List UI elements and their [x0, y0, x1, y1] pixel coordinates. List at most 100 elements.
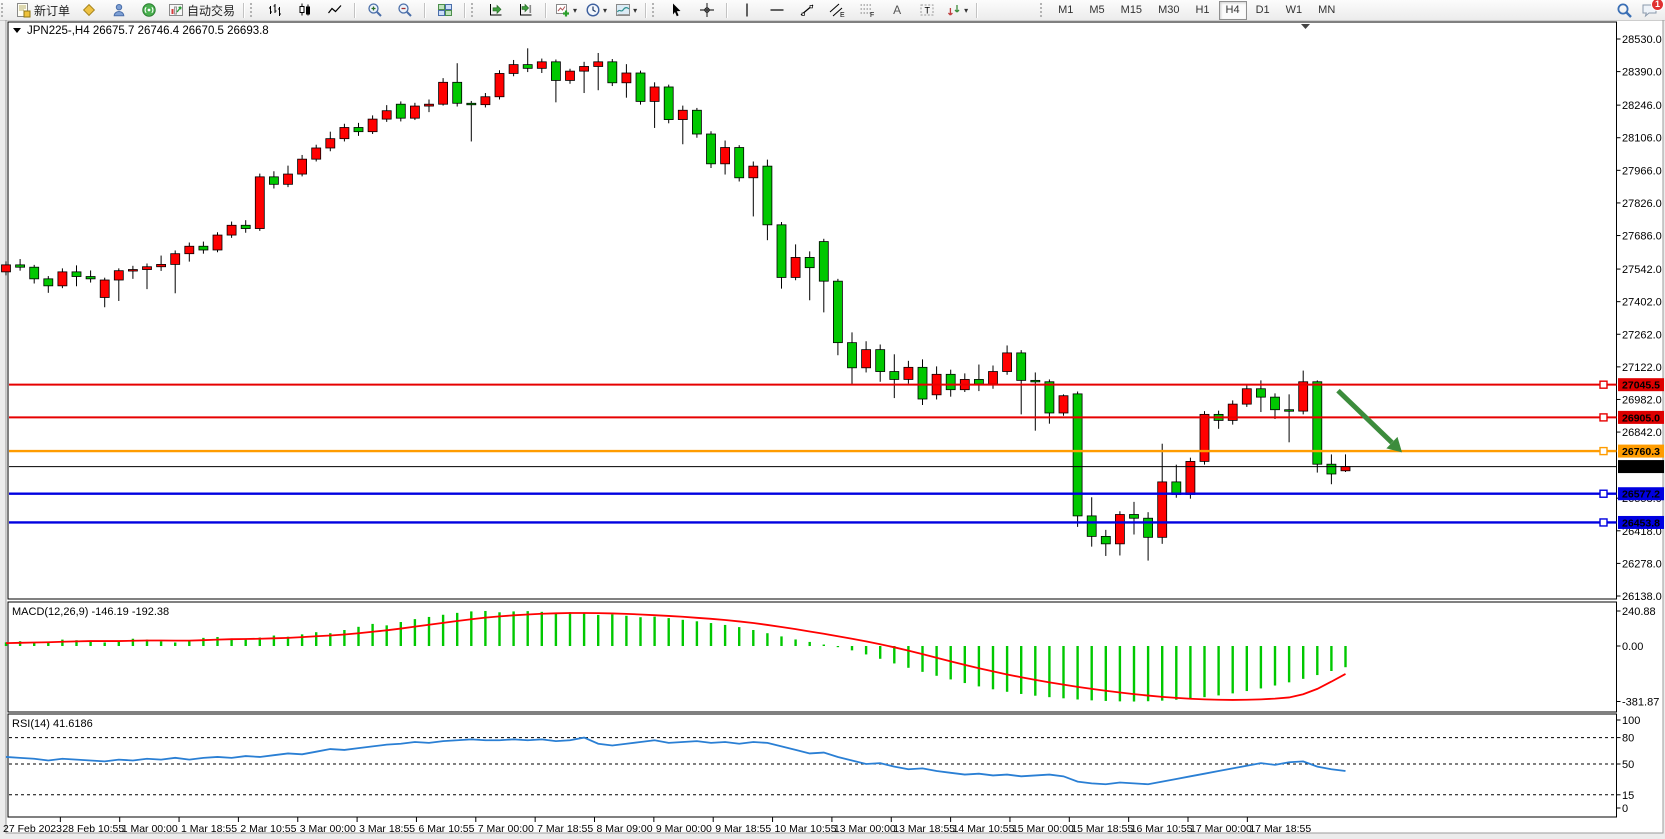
community-button[interactable] [75, 0, 103, 20]
chart-shift-button[interactable] [512, 0, 540, 20]
bull-candle-body [409, 105, 420, 119]
gold-diamond-icon [82, 3, 96, 17]
search-icon[interactable] [1616, 2, 1633, 19]
bull-candle-body [1227, 403, 1238, 421]
bull-candle-body [1340, 466, 1351, 472]
trend-arrow-annotation[interactable] [1336, 388, 1394, 445]
symbol-dropdown-icon[interactable] [13, 28, 21, 33]
chart-title: JPN225-,H4 26675.7 26746.4 26670.5 26693… [13, 25, 269, 37]
chart-canvas[interactable]: 28530.0 28390.0 28246.0 28106.0 27966.0 27826… [0, 20, 1665, 839]
time-tick-label: 9 Mar 00:00 [656, 823, 712, 835]
timeframe-toolbar: M1 M5 M15 M30 H1 H4 D1 W1 MN [1050, 0, 1343, 20]
time-tick-label: 28 Feb 10:55 [62, 823, 124, 835]
dropdown-caret[interactable]: ▾ [964, 5, 969, 15]
autoscroll-button[interactable] [482, 0, 510, 20]
toolbar-drag-handle[interactable] [1, 3, 8, 17]
cursor-button[interactable] [663, 0, 691, 20]
notifications-button[interactable]: 1 [1641, 0, 1664, 18]
bull-candle-body [297, 158, 308, 175]
bar-chart-button[interactable] [261, 0, 289, 20]
timeframe-button-m5[interactable]: M5 [1089, 4, 1105, 16]
price-line-badge [1618, 515, 1664, 529]
timeframe-button-m1[interactable]: M1 [1058, 4, 1074, 16]
toolbar-drag-handle[interactable] [250, 3, 257, 17]
time-tick-label: 16 Mar 10:55 [1131, 823, 1193, 835]
timeframe-button-m15[interactable]: M15 [1120, 4, 1143, 16]
fibonacci-tool[interactable]: F [853, 0, 881, 20]
rsi-axis-label: 0 [1622, 803, 1628, 815]
price-tick-label: 28106.0 [1622, 133, 1662, 145]
dropdown-caret[interactable]: ▾ [633, 5, 638, 15]
crosshair-button[interactable] [693, 0, 721, 20]
price-axis[interactable]: 28530.0 28390.0 28246.0 28106.0 27966.0 27826… [1616, 34, 1662, 603]
candlestick-chart-button[interactable] [291, 0, 319, 20]
bear-candle-body [734, 147, 745, 179]
trendline-tool[interactable] [793, 0, 821, 20]
bull-candle-body [861, 349, 871, 369]
indicators-button[interactable]: ▾ [552, 0, 580, 20]
dropdown-caret[interactable]: ▾ [573, 5, 578, 15]
toolbar-drag-handle[interactable] [471, 3, 478, 17]
dropdown-caret[interactable]: ▾ [603, 5, 608, 15]
broadcast-icon [142, 3, 156, 17]
bear-candle-body [607, 61, 618, 84]
bull-candle-body [790, 257, 801, 278]
notification-count-badge: 1 [1651, 0, 1664, 11]
price-line-badge-label: 26693.8 [1622, 462, 1660, 474]
timeframe-button-w1[interactable]: W1 [1285, 4, 1303, 16]
vertical-line-tool[interactable] [733, 0, 761, 20]
zoom-in-button[interactable] [361, 0, 389, 20]
hline-drag-handle[interactable] [1599, 446, 1608, 456]
bull-candle-body [438, 81, 449, 105]
macd-axis-label: -381.87 [1622, 697, 1659, 709]
text-label-tool[interactable]: T [913, 0, 941, 20]
hline-drag-handle[interactable] [1599, 489, 1608, 498]
line-chart-icon [328, 5, 342, 14]
timeframe-button-mn[interactable]: MN [1318, 4, 1336, 16]
timeframe-button-m30[interactable]: M30 [1158, 4, 1180, 16]
templates-icon [616, 4, 631, 16]
templates-button[interactable]: ▾ [612, 0, 640, 20]
timeframe-button-d1[interactable]: D1 [1255, 4, 1270, 16]
chart-title-text: JPN225-,H4 26675.7 26746.4 26670.5 26693… [27, 25, 269, 37]
line-chart-button[interactable] [321, 0, 349, 20]
main-price-pane[interactable] [7, 21, 1617, 600]
toolbar-drag-handle[interactable] [1040, 3, 1047, 17]
bull-candle-body [720, 147, 730, 165]
bear-candle-body [917, 366, 928, 400]
periods-button[interactable]: ▾ [582, 0, 610, 20]
bear-candle-body [1284, 409, 1294, 412]
broadcast-button[interactable] [135, 0, 163, 20]
bear-candle-body [240, 224, 251, 229]
macd-indicator: 240.88 0.00 -381.87 MACD(12,26,9) -146.19 -… [4, 606, 1659, 709]
price-tick-label: 28530.0 [1622, 34, 1662, 46]
profile-button[interactable] [105, 0, 133, 20]
hline-drag-handle[interactable] [1599, 518, 1608, 527]
macd-pane[interactable] [7, 601, 1617, 713]
timeframe-button-h1[interactable]: H1 [1195, 4, 1210, 16]
main-toolbar: 新订单 [0, 0, 1665, 21]
hline-drag-handle[interactable] [1599, 380, 1608, 389]
rsi-axis-label: 50 [1622, 759, 1634, 771]
zoom-out-button[interactable] [391, 0, 419, 20]
horizontal-line-tool[interactable] [763, 0, 791, 20]
text-tool[interactable]: A [883, 0, 911, 20]
time-tick-label: 15 Mar 18:55 [1071, 823, 1133, 835]
toolbar-drag-handle[interactable] [652, 3, 659, 17]
hline-drag-handle[interactable] [1599, 413, 1608, 422]
new-order-button[interactable]: 新订单 [12, 0, 73, 20]
timeframe-button-h4[interactable]: H4 [1218, 0, 1247, 20]
chart-shift-marker[interactable] [1301, 24, 1310, 29]
autotrading-button[interactable]: 自动交易 [165, 0, 238, 20]
toolbar-separator [354, 2, 357, 18]
time-tick-label: 7 Mar 00:00 [478, 823, 534, 835]
bull-candle-body [283, 173, 293, 185]
arrows-tool[interactable]: ▾ [943, 0, 971, 20]
channel-tool[interactable]: E [823, 0, 851, 20]
time-axis[interactable]: 27 Feb 2023 28 Feb 10:551 Mar 00:00 1 Mar … [3, 817, 1311, 835]
rsi-pane[interactable] [7, 713, 1617, 818]
candlestick-series [1, 48, 1351, 561]
tile-windows-button[interactable] [431, 0, 459, 20]
bull-candle-body [311, 147, 322, 160]
